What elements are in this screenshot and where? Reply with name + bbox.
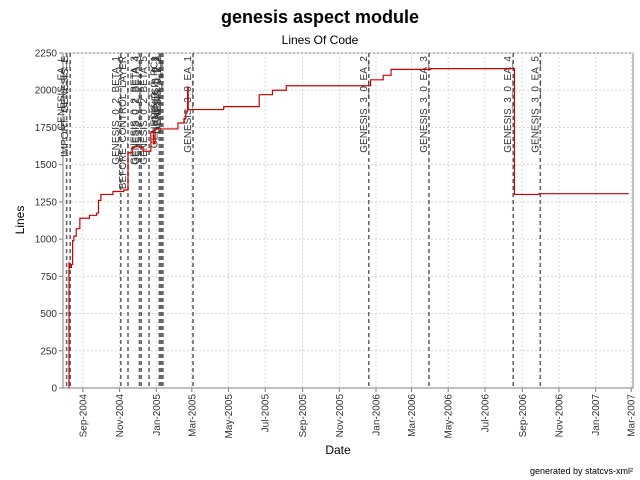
version-marker-label: GENESIS_0_2_2 (153, 56, 164, 134)
version-marker-label: GENESIS_0_2_RC1 (149, 56, 160, 149)
y-tick-label: 1000 (35, 235, 58, 246)
version-marker-label: GENESIS_3_0_EA_2 (359, 56, 370, 153)
version-marker-label: BEFORE_CONTROL_LAYER (118, 56, 129, 189)
plot-area (62, 52, 634, 389)
x-tick-label: Sep-2006 (518, 394, 529, 438)
y-tick-label: 1250 (35, 197, 58, 208)
grid-lines (63, 52, 633, 388)
x-tick-label: Sep-2004 (78, 394, 89, 438)
version-marker-label: GENESIS_EA_L (57, 56, 68, 131)
y-tick-label: 2250 (35, 49, 58, 60)
y-tick-label: 250 (40, 346, 57, 357)
chart-subtitle: Lines Of Code (282, 33, 359, 47)
y-tick-label: 750 (40, 272, 57, 283)
series-layer (68, 68, 629, 388)
x-axis: Sep-2004 Nov-2004 Jan-2005 Mar-2005 May-2005… (78, 388, 638, 439)
x-tick-label: May-2006 (444, 394, 455, 439)
x-tick-label: Nov-2006 (554, 394, 565, 438)
y-tick-label: 500 (40, 309, 57, 320)
version-marker-label: GENESIS_0_2_BETA_5 (139, 56, 150, 165)
y-axis-label: Lines (13, 206, 27, 235)
y-tick-label: 1500 (35, 160, 58, 171)
y-tick-label: 1750 (35, 123, 58, 134)
version-marker-label: GENESIS_0_2_1 (152, 56, 163, 134)
version-marker-label: GENESIS_0_2_BETA_1 (111, 56, 122, 165)
x-tick-label: Sep-2005 (298, 394, 309, 438)
x-tick-label: Jul-2005 (261, 394, 272, 433)
x-tick-label: Mar-2007 (627, 394, 638, 437)
y-axis: 0 250 500 750 1000 1250 1500 1750 2000 2250 (35, 49, 63, 395)
x-tick-label: May-2005 (224, 394, 235, 439)
chart-title: genesis aspect module (221, 7, 419, 27)
version-marker-label: GENESIS_3_0_EA_4 (503, 56, 514, 153)
x-tick-label: Mar-2005 (187, 394, 198, 437)
x-tick-label: Nov-2005 (335, 394, 346, 438)
y-tick-label: 0 (51, 384, 57, 395)
x-tick-label: Jul-2006 (480, 394, 491, 433)
loc-series-line (68, 68, 629, 388)
y-tick-label: 2000 (35, 86, 58, 97)
x-tick-label: Jan-2007 (591, 394, 602, 436)
x-axis-label: Date (325, 443, 351, 457)
x-tick-label: Nov-2004 (115, 394, 126, 438)
footer-credit: generated by statcvs-xml² (530, 466, 633, 476)
x-tick-label: Mar-2006 (407, 394, 418, 437)
version-marker-label: GENESIS_0_2_BETA_4 (131, 56, 142, 165)
version-marker-label: IMPORT_GENESIS_E (60, 56, 71, 157)
x-tick-label: Jan-2005 (152, 394, 163, 436)
version-marker-label: GENESIS_3_0_EA_3 (419, 56, 430, 153)
version-marker-label: GENESIS_0_2 (151, 56, 162, 123)
version-marker-label: GENESIS_3_0_EA_5 (530, 56, 541, 153)
version-marker-label: GENESIS_0_2_BETA_3 (129, 56, 140, 165)
x-tick-label: Jan-2006 (371, 394, 382, 436)
